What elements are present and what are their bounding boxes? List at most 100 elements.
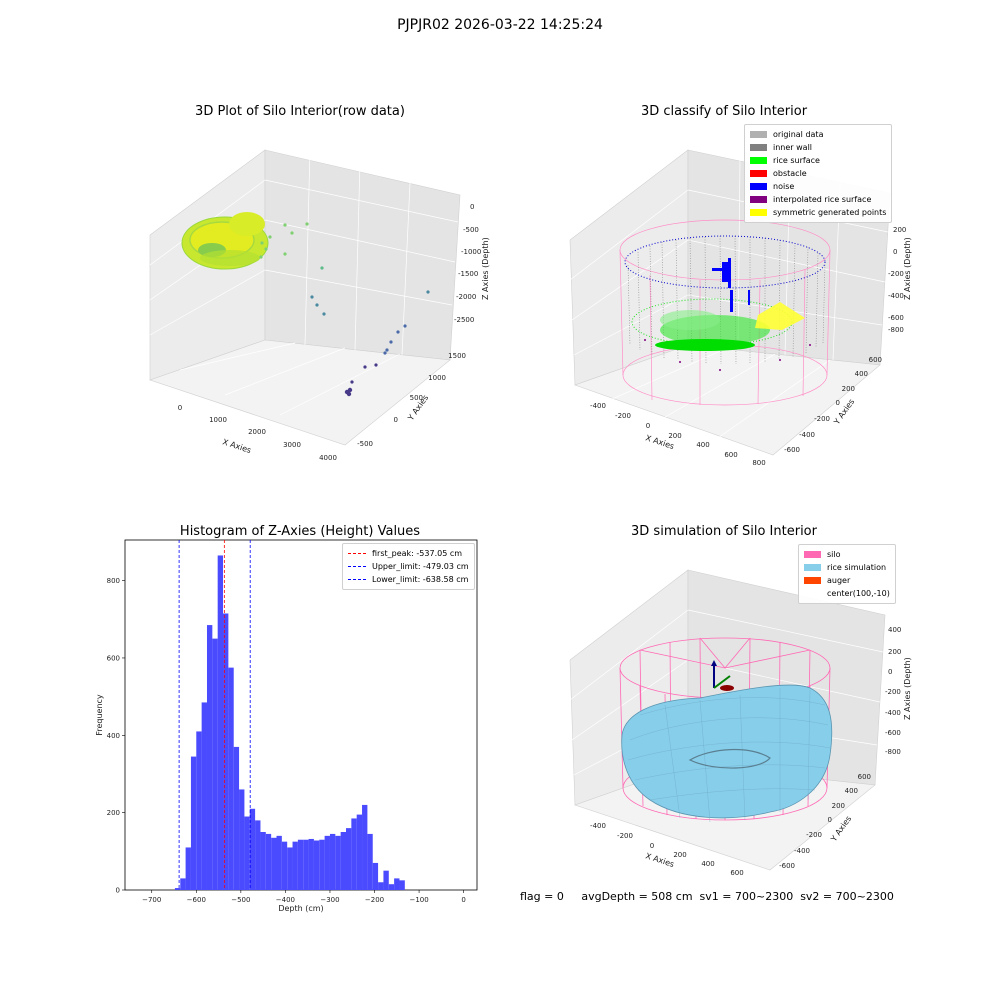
raw-y-ticks: -500 0 500 1000 1500 xyxy=(357,352,466,448)
svg-text:0: 0 xyxy=(394,416,398,424)
histogram-bar xyxy=(399,880,405,890)
histogram-bar xyxy=(228,667,234,890)
y-tick-label: 600 xyxy=(107,654,120,662)
svg-text:0: 0 xyxy=(888,668,892,676)
svg-text:-500: -500 xyxy=(357,440,373,448)
auger-marker xyxy=(720,685,734,691)
legend-swatch xyxy=(750,170,767,177)
histogram-bar xyxy=(174,888,181,890)
legend-item-rice-surface: rice surface xyxy=(750,154,886,167)
raw-z-label: Z Axies (Depth) xyxy=(481,237,490,300)
legend-swatch xyxy=(804,577,821,584)
histogram-bar xyxy=(260,831,266,890)
simulation-x-label: X Axies xyxy=(644,851,675,869)
svg-text:400: 400 xyxy=(696,441,709,449)
legend-swatch xyxy=(750,183,767,190)
histogram-bar xyxy=(287,847,293,890)
classify-rice-surface xyxy=(631,298,793,351)
svg-text:0: 0 xyxy=(650,842,654,850)
histogram-reference-lines xyxy=(178,540,251,890)
histogram-bar xyxy=(281,841,288,890)
svg-text:1500: 1500 xyxy=(448,352,466,360)
svg-text:600: 600 xyxy=(730,869,743,877)
histogram-bar xyxy=(185,847,191,890)
histogram-bars xyxy=(174,555,405,890)
classify-legend: original data inner wall rice surface ob… xyxy=(744,124,893,223)
legend-item-auger: auger xyxy=(804,574,890,587)
legend-line xyxy=(348,566,366,567)
raw-plot-title: 3D Plot of Silo Interior(row data) xyxy=(195,104,405,119)
svg-text:400: 400 xyxy=(701,860,714,868)
svg-text:-800: -800 xyxy=(885,748,901,756)
svg-text:-800: -800 xyxy=(888,326,904,334)
svg-text:1000: 1000 xyxy=(428,374,446,382)
histogram-bar xyxy=(372,862,379,890)
histogram-bar xyxy=(303,839,309,890)
histogram-bar xyxy=(319,839,325,890)
simulation-rice-mesh xyxy=(627,688,831,823)
raw-3d-axes: 0 1000 2000 3000 4000 X Axies -500 0 500 1000 15… xyxy=(149,149,490,462)
x-tick-label: −300 xyxy=(320,896,339,904)
histogram-y-label: Frequency xyxy=(95,694,104,736)
histogram-bar xyxy=(367,833,373,890)
svg-text:0: 0 xyxy=(178,404,182,412)
histogram-bar xyxy=(388,884,395,890)
histogram-bar xyxy=(271,837,277,890)
svg-text:0: 0 xyxy=(836,399,840,407)
svg-text:200: 200 xyxy=(668,432,681,440)
histogram-bar xyxy=(239,789,245,890)
legend-item-upper-limit: Upper_limit: -479.03 cm xyxy=(348,560,469,573)
svg-text:200: 200 xyxy=(888,648,901,656)
svg-text:500: 500 xyxy=(410,394,423,402)
simulation-z-label: Z Axies (Depth) xyxy=(903,657,912,720)
svg-text:-2500: -2500 xyxy=(454,316,474,324)
svg-text:-1000: -1000 xyxy=(461,248,481,256)
svg-text:-600: -600 xyxy=(784,446,800,454)
simulation-center-marker xyxy=(711,660,734,691)
histogram-bar xyxy=(292,841,298,890)
classify-symmetric-points xyxy=(755,302,805,330)
svg-text:-1500: -1500 xyxy=(458,270,478,278)
svg-text:-400: -400 xyxy=(794,847,810,855)
classify-z-label: Z Axies (Depth) xyxy=(903,237,912,300)
legend-item-interpolated-rice-surface: interpolated rice surface xyxy=(750,193,886,206)
histogram-bar xyxy=(394,878,400,890)
svg-text:800: 800 xyxy=(752,459,765,467)
classify-inner-wall xyxy=(627,235,826,365)
status-footer: flag = 0 avgDepth = 508 cm sv1 = 700~230… xyxy=(520,890,894,903)
legend-line xyxy=(348,579,366,580)
svg-text:-200: -200 xyxy=(885,688,901,696)
histogram-bar xyxy=(308,838,314,890)
svg-text:600: 600 xyxy=(869,356,882,364)
legend-item-lower-limit: Lower_limit: -638.58 cm xyxy=(348,573,469,586)
legend-item-noise: noise xyxy=(750,180,886,193)
histogram-bar xyxy=(217,555,224,890)
legend-swatch xyxy=(750,157,767,164)
simulation-plot-title: 3D simulation of Silo Interior xyxy=(631,524,817,539)
histogram-bar xyxy=(340,831,347,890)
svg-text:600: 600 xyxy=(724,451,737,459)
legend-item-inner-wall: inner wall xyxy=(750,141,886,154)
svg-text:-600: -600 xyxy=(888,314,904,322)
histogram-bar xyxy=(255,820,261,890)
histogram-frame xyxy=(124,539,478,891)
legend-swatch xyxy=(804,551,821,558)
svg-text:-200: -200 xyxy=(814,415,830,423)
legend-swatch xyxy=(750,196,767,203)
histogram-x-ticks: −700 −600 −500 −400 −300 −200 −100 0 xyxy=(142,890,466,904)
histogram-bar xyxy=(335,835,341,890)
x-tick-label: −400 xyxy=(276,896,295,904)
svg-text:-200: -200 xyxy=(806,831,822,839)
histogram-bar xyxy=(313,840,320,890)
svg-text:0: 0 xyxy=(646,422,650,430)
legend-item-original-data: original data xyxy=(750,128,886,141)
simulation-x-ticks: -400 -200 0 200 400 600 xyxy=(590,822,744,877)
histogram-bar xyxy=(297,839,304,890)
simulation-legend: silo rice simulation auger center(100,-1… xyxy=(798,544,896,604)
svg-text:400: 400 xyxy=(888,626,901,634)
histogram-bar xyxy=(351,818,357,890)
x-tick-label: −500 xyxy=(231,896,250,904)
histogram-bar xyxy=(212,638,218,890)
